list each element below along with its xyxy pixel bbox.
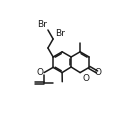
Text: O: O xyxy=(82,74,89,83)
Text: Br: Br xyxy=(55,29,65,38)
Text: O: O xyxy=(95,68,102,77)
Text: O: O xyxy=(36,68,43,77)
Text: Br: Br xyxy=(37,20,47,29)
